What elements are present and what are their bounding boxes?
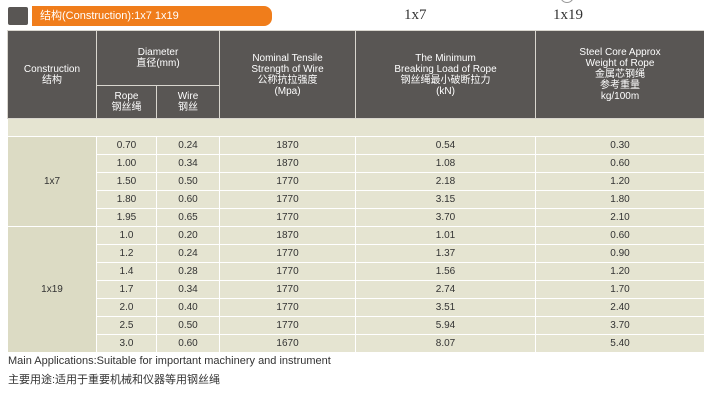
table-cell: 0.90 [535,244,704,263]
table-cell: 0.70 [96,136,157,155]
section-title: 结构(Construction):1x7 1x19 [40,10,179,22]
table-cell: 3.70 [535,316,704,335]
table-cell: 2.18 [355,172,537,191]
spec-table-body: 1x7 0.70 0.24 1870 0.54 0.30 1.00 0.34 1870 1.08 0… [6,118,704,353]
table-row: 1x19 1.0 0.20 1870 1.01 0.60 [7,226,704,353]
header-tensile-strength: Nominal Tensile Strength of Wire 公称抗拉强度 … [219,30,357,119]
table-cell: 2.74 [355,280,537,299]
construction-group-cell: 1x19 [7,226,97,353]
table-row: 1.80 0.60 1770 3.15 1.80 [8,190,704,209]
table-cell: 0.54 [355,136,537,155]
table-cell: 0.20 [155,226,221,245]
table-cell: 5.94 [355,316,537,335]
table-cell: 1.37 [355,244,537,263]
table-cell: 0.60 [155,334,221,353]
table-row: 1.7 0.34 1770 2.74 1.70 [8,280,704,299]
table-cell: 2.5 [96,316,157,335]
table-row: 3.0 0.60 1670 8.07 5.40 [8,334,704,353]
table-cell: 0.28 [155,262,221,281]
construction-group-cell: 1x7 [7,136,97,227]
table-cell: 1770 [219,298,357,317]
applications-english: Main Applications:Suitable for important… [8,355,331,367]
table-cell: 1770 [219,262,357,281]
table-cell: 1.4 [96,262,157,281]
table-cell: 1770 [219,244,357,263]
table-cell: 1770 [219,190,357,209]
table-cell: 0.24 [155,136,221,155]
table-cell: 1.01 [355,226,537,245]
table-cell: 5.40 [535,334,704,353]
table-cell: 0.50 [155,172,221,191]
table-cell: 2.10 [535,208,704,227]
table-cell: 3.0 [96,334,157,353]
table-cell: 1770 [219,316,357,335]
table-cell: 1.95 [96,208,157,227]
construction-label-1x7: 1x7 [404,7,427,23]
table-cell: 1870 [219,136,357,155]
table-cell: 1.80 [96,190,157,209]
table-cell: 1770 [219,208,357,227]
construction-label-1x19: 1x19 [553,7,583,23]
table-cell: 1.0 [96,226,157,245]
table-cell: 0.60 [535,226,704,245]
table-cell: 0.50 [155,316,221,335]
header-wire: Wire 钢丝 [155,85,221,119]
table-cell: 1.80 [535,190,704,209]
table-cell: 1.56 [355,262,537,281]
table-row: 1.00 0.34 1870 1.08 0.60 [8,154,704,173]
section-title-banner: 结构(Construction):1x7 1x19 [32,6,272,26]
header-weight: Steel Core Approx Weight of Rope 金属芯钢绳 参… [535,30,704,119]
table-cell: 1.50 [96,172,157,191]
table-cell: 2.40 [535,298,704,317]
table-cell: 1.2 [96,244,157,263]
table-row: 2.0 0.40 1770 3.51 2.40 [8,298,704,317]
table-cell: 3.70 [355,208,537,227]
table-cell: 0.34 [155,280,221,299]
table-cell: 1.20 [535,262,704,281]
table-cell: 1870 [219,226,357,245]
table-row: 1.2 0.24 1770 1.37 0.90 [8,244,704,263]
table-row: 1.50 0.50 1770 2.18 1.20 [8,172,704,191]
table-cell: 1.20 [535,172,704,191]
table-cell: 1770 [219,280,357,299]
table-cell: 8.07 [355,334,537,353]
header-construction: Construction 结构 [7,30,97,119]
table-row: 1.95 0.65 1770 3.70 2.10 [8,208,704,227]
table-cell: 0.60 [535,154,704,173]
table-cell: 0.65 [155,208,221,227]
table-cell: 0.30 [535,136,704,155]
table-cell: 3.51 [355,298,537,317]
decorative-arc [560,0,574,3]
header-breaking-load: The Minimum Breaking Load of Rope 钢丝绳最小破… [355,30,537,119]
table-cell: 1770 [219,172,357,191]
table-cell: 1.00 [96,154,157,173]
table-row: 1x7 0.70 0.24 1870 0.54 0.30 [7,136,704,227]
table-cell: 2.0 [96,298,157,317]
table-cell: 0.24 [155,244,221,263]
spec-table: Construction 结构 Diameter 直径(mm) Nominal … [6,30,704,353]
applications-chinese: 主要用途:适用于重要机械和仪器等用钢丝绳 [8,374,221,386]
table-cell: 1870 [219,154,357,173]
table-row: 2.5 0.50 1770 5.94 3.70 [8,316,704,335]
header-rope: Rope 钢丝绳 [96,85,157,119]
table-cell: 1.7 [96,280,157,299]
table-cell: 1670 [219,334,357,353]
table-cell: 1.08 [355,154,537,173]
table-row: 1.4 0.28 1770 1.56 1.20 [8,262,704,281]
banner-marker [8,7,28,25]
table-cell: 3.15 [355,190,537,209]
header-diameter: Diameter 直径(mm) [95,30,221,86]
table-cell: 0.60 [155,190,221,209]
table-cell: 0.34 [155,154,221,173]
table-cell: 0.40 [155,298,221,317]
table-cell: 1.70 [535,280,704,299]
